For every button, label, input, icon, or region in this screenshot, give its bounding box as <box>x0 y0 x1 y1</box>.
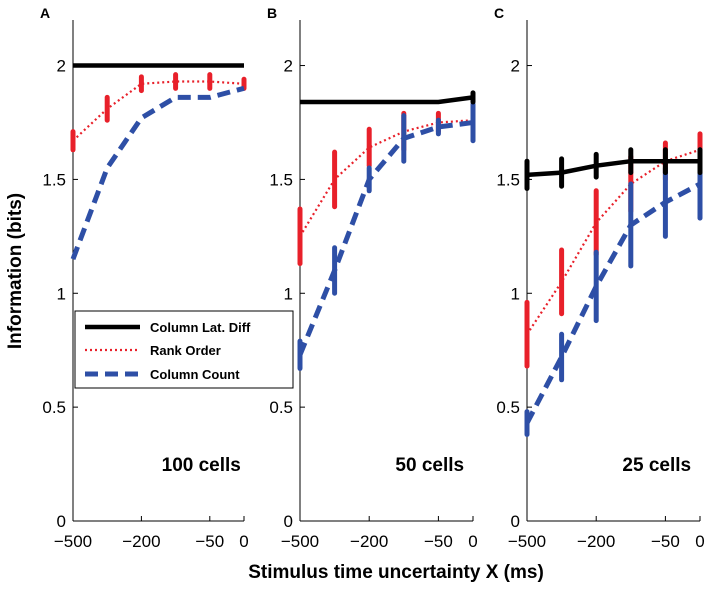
series-line-rank-order <box>299 119 474 237</box>
y-tick-label: 0 <box>511 512 520 531</box>
legend: Column Lat. Diff Rank Order Column Count <box>74 310 294 389</box>
x-tick-label: −50 <box>195 532 224 551</box>
y-tick-label: 0.5 <box>269 398 293 417</box>
x-axis-title: Stimulus time uncertainty X (ms) <box>248 562 544 583</box>
x-tick-label: −200 <box>577 532 615 551</box>
panel-annotation: 25 cells <box>622 455 691 476</box>
panel-label: A <box>40 5 50 21</box>
y-tick-label: 1.5 <box>42 170 66 189</box>
x-tick-label: −200 <box>350 532 388 551</box>
series-line-column-count <box>70 85 245 260</box>
x-tick-label: 0 <box>695 532 704 551</box>
x-tick-label: −500 <box>54 532 92 551</box>
legend-label: Column Lat. Diff <box>150 320 251 335</box>
series-line-column-lat-diff <box>300 95 474 105</box>
y-tick-label: 1.5 <box>269 170 293 189</box>
y-tick-label: 1 <box>284 284 293 303</box>
x-tick-label: −50 <box>651 532 680 551</box>
series-line-column-count <box>297 120 474 356</box>
series-line-column-lat-diff <box>526 158 700 178</box>
panel-annotation: 50 cells <box>395 455 464 476</box>
y-tick-label: 1 <box>57 284 66 303</box>
y-axis-title: Information (bits) <box>5 193 26 349</box>
y-tick-label: 0 <box>284 512 293 531</box>
y-tick-label: 2 <box>284 57 293 76</box>
y-tick-label: 0 <box>57 512 66 531</box>
x-tick-label: −500 <box>281 532 319 551</box>
y-tick-label: 0.5 <box>42 398 66 417</box>
legend-label: Column Count <box>150 367 240 382</box>
y-tick-label: 2 <box>57 57 66 76</box>
series-line-column-count <box>524 181 702 425</box>
panel-label: C <box>494 5 504 21</box>
panel-label: B <box>267 5 277 21</box>
x-tick-label: −50 <box>424 532 453 551</box>
panel-annotation: 100 cells <box>162 455 241 476</box>
y-tick-label: 1 <box>511 284 520 303</box>
x-tick-label: −200 <box>122 532 160 551</box>
x-tick-label: 0 <box>239 532 248 551</box>
y-tick-label: 1.5 <box>496 170 520 189</box>
legend-label: Rank Order <box>150 343 221 358</box>
y-tick-label: 0.5 <box>496 398 520 417</box>
series-line-rank-order <box>526 148 701 335</box>
x-tick-label: −500 <box>508 532 546 551</box>
y-tick-label: 2 <box>511 57 520 76</box>
x-tick-label: 0 <box>468 532 477 551</box>
series-line-rank-order <box>72 80 245 142</box>
